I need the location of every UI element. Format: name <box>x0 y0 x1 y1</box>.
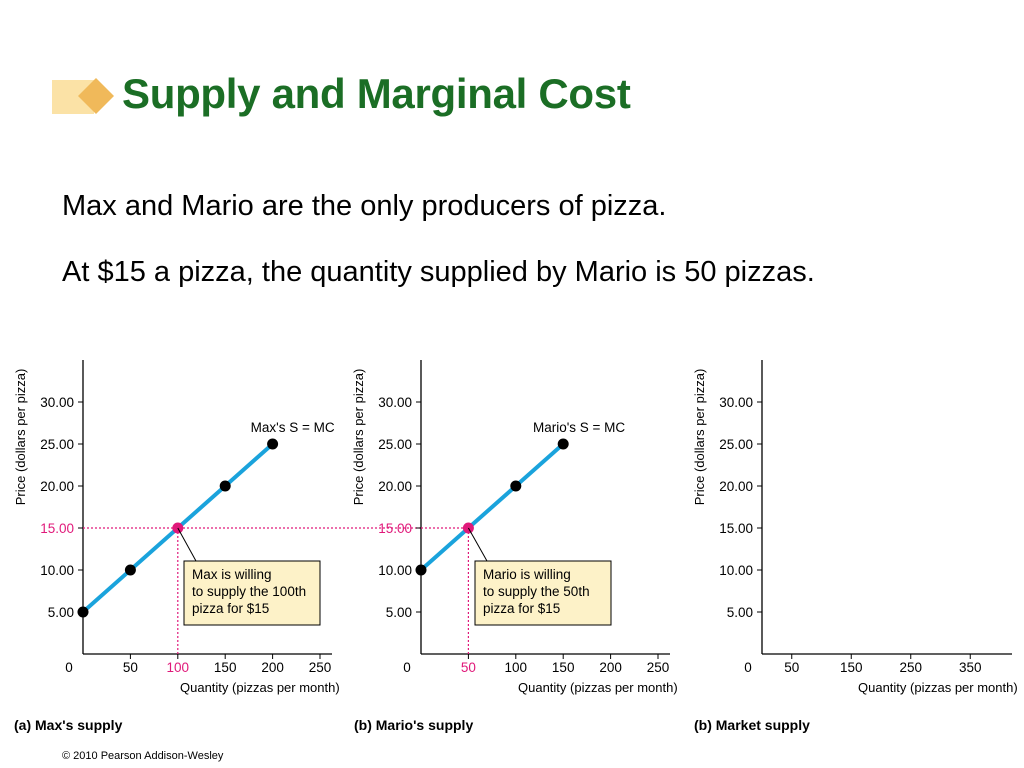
x-axis-label: Quantity (pizzas per month) <box>518 680 678 695</box>
y-tick-label: 20.00 <box>719 479 753 494</box>
annotation-text: to supply the 100th <box>192 584 306 599</box>
x-tick-label: 100 <box>167 660 190 675</box>
x-tick-label: 100 <box>505 660 528 675</box>
y-tick-label: 25.00 <box>40 437 74 452</box>
data-point <box>557 438 569 450</box>
body-text-line-1: Max and Mario are the only producers of … <box>62 190 667 222</box>
y-tick-label: 30.00 <box>40 395 74 410</box>
y-tick-label: 10.00 <box>719 563 753 578</box>
annotation-pointer <box>467 527 488 562</box>
annotation-pointer <box>177 527 197 562</box>
y-tick-label: 20.00 <box>378 479 412 494</box>
copyright-notice: © 2010 Pearson Addison-Wesley <box>62 750 224 762</box>
x-tick-label: 50 <box>461 660 476 675</box>
y-tick-label: 25.00 <box>719 437 753 452</box>
y-tick-label: 25.00 <box>378 437 412 452</box>
chart-caption: (a) Max's supply <box>14 717 123 733</box>
x-tick-label: 0 <box>403 660 411 675</box>
y-tick-label: 10.00 <box>40 563 74 578</box>
y-tick-label: 5.00 <box>48 605 74 620</box>
chart-caption: (b) Mario's supply <box>354 717 473 733</box>
y-axis-label: Price (dollars per pizza) <box>351 369 366 506</box>
data-point <box>415 564 427 576</box>
annotation-box <box>474 560 612 626</box>
x-axis-label: Quantity (pizzas per month) <box>180 680 340 695</box>
x-tick-label: 200 <box>599 660 622 675</box>
y-tick-label: 20.00 <box>40 479 74 494</box>
x-axis-label: Quantity (pizzas per month) <box>858 680 1018 695</box>
y-tick-label: 15.00 <box>719 521 753 536</box>
annotation-box <box>183 560 321 626</box>
x-tick-label: 350 <box>959 660 982 675</box>
data-point <box>267 438 279 450</box>
x-tick-label: 250 <box>647 660 670 675</box>
x-tick-label: 250 <box>309 660 332 675</box>
data-point <box>124 564 136 576</box>
y-axis-label: Price (dollars per pizza) <box>13 369 28 506</box>
x-tick-label: 150 <box>840 660 863 675</box>
data-point <box>510 480 522 492</box>
annotation-text: pizza for $15 <box>483 601 560 616</box>
title-diamond-icon <box>52 78 114 114</box>
y-tick-label: 15.00 <box>378 521 412 536</box>
x-tick-label: 0 <box>744 660 752 675</box>
x-tick-label: 0 <box>65 660 73 675</box>
slide-title: Supply and Marginal Cost <box>122 70 631 117</box>
y-axis-label: Price (dollars per pizza) <box>692 369 707 506</box>
y-tick-label: 15.00 <box>40 521 74 536</box>
annotation-text: Mario is willing <box>483 567 571 582</box>
annotation-text: Max is willing <box>192 567 272 582</box>
x-tick-label: 150 <box>214 660 237 675</box>
supply-charts: 5.00 10.00 15.00 20.00 25.00 30.00 0 50 100 150 20… <box>13 360 1018 733</box>
annotation-text: to supply the 50th <box>483 584 590 599</box>
y-tick-label: 5.00 <box>727 605 753 620</box>
y-tick-label: 10.00 <box>378 563 412 578</box>
series-label: Mario's S = MC <box>533 420 625 435</box>
x-tick-label: 250 <box>899 660 922 675</box>
data-point <box>77 606 89 618</box>
chart-caption: (b) Market supply <box>694 717 810 733</box>
y-tick-label: 30.00 <box>378 395 412 410</box>
y-tick-label: 30.00 <box>719 395 753 410</box>
series-label: Max's S = MC <box>251 420 335 435</box>
x-tick-label: 50 <box>784 660 799 675</box>
annotation-text: pizza for $15 <box>192 601 269 616</box>
y-tick-label: 5.00 <box>386 605 412 620</box>
x-tick-label: 50 <box>123 660 138 675</box>
data-point <box>219 480 231 492</box>
x-tick-label: 200 <box>261 660 284 675</box>
supply-curve <box>419 442 565 572</box>
x-tick-label: 150 <box>552 660 575 675</box>
body-text-line-2: At $15 a pizza, the quantity supplied by… <box>62 256 815 288</box>
